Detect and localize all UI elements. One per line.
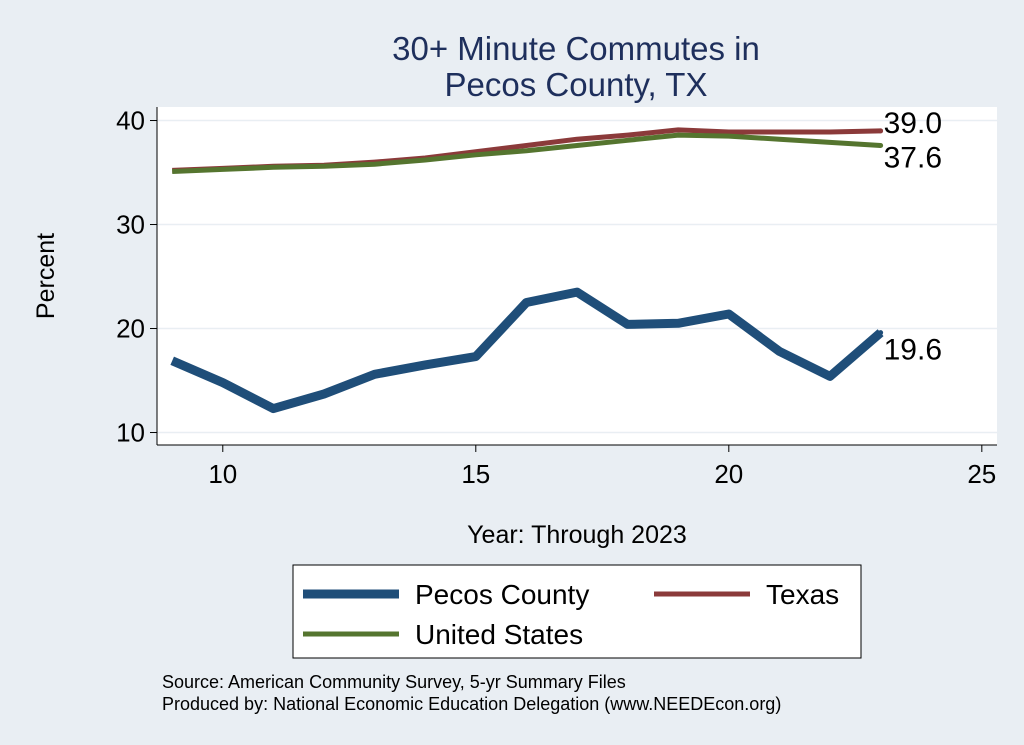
y-tick-label-40: 40: [116, 106, 145, 136]
series-line-pecos-county: [170, 287, 884, 414]
end-labels: 19.6 39.037.6: [884, 107, 942, 367]
series-end-point-texas: [878, 128, 884, 134]
grid: [157, 119, 997, 434]
end-label-united-states: 37.6: [884, 141, 942, 174]
y-tick-label-20: 20: [116, 314, 145, 344]
source-note: Source: American Community Survey, 5-yr …: [162, 672, 626, 692]
series-end-point-pecos-county: [878, 330, 884, 336]
legend-label-pecos-county: Pecos County: [415, 579, 589, 610]
series-lines: [170, 127, 884, 414]
legend-box: [292, 564, 862, 659]
series-end-point-united-states: [878, 142, 884, 148]
series-line-united-states: [172, 132, 881, 174]
legend: Pecos County Texas United States: [292, 564, 862, 659]
y-axis-title: Percent: [32, 233, 60, 319]
axes: 10 20 30 40 10 15 20 25: [116, 106, 997, 489]
end-label-pecos-county: 19.6: [884, 334, 942, 367]
y-tick-label-30: 30: [116, 210, 145, 240]
legend-label-texas: Texas: [766, 579, 839, 610]
x-tick-label-20: 20: [714, 459, 743, 489]
y-tick-label-10: 10: [116, 418, 145, 448]
produced-by-note: Produced by: National Economic Education…: [162, 694, 781, 714]
chart-title: 30+ Minute Commutes in Pecos County, TX: [392, 30, 760, 103]
x-tick-label-15: 15: [461, 459, 490, 489]
plot-area: [157, 107, 997, 445]
end-label-texas: 39.0: [884, 107, 942, 140]
x-tick-label-25: 25: [967, 459, 996, 489]
x-axis-title: Year: Through 2023: [467, 521, 687, 549]
x-tick-label-10: 10: [208, 459, 237, 489]
chart-title-line-1: 30+ Minute Commutes in: [392, 30, 760, 67]
chart-title-line-2: Pecos County, TX: [445, 66, 708, 103]
legend-label-united-states: United States: [415, 619, 583, 650]
